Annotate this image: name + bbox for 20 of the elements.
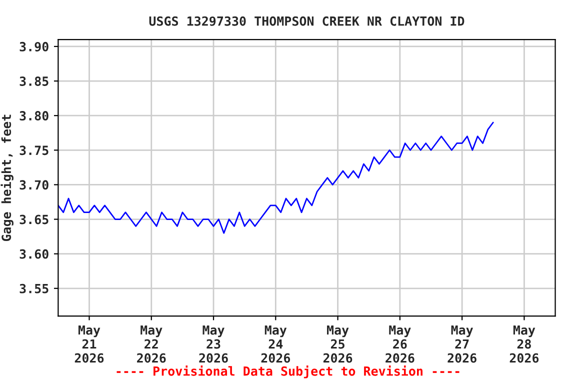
x-tick-label: May 27 2026 — [448, 325, 476, 363]
x-tick-label: May 22 2026 — [137, 325, 166, 363]
x-tick-label: May 23 2026 — [199, 325, 228, 363]
y-tick-label: 3.70 — [20, 180, 48, 190]
y-tick-label: 3.75 — [20, 146, 48, 156]
y-axis-title: Gage height, feet — [0, 114, 14, 242]
x-tick-label: May 26 2026 — [386, 325, 414, 363]
x-tick-label: May 24 2026 — [261, 325, 290, 363]
y-tick-label: 3.55 — [20, 284, 48, 294]
y-tick-label: 3.90 — [20, 42, 48, 52]
x-tick-label: May 28 2026 — [510, 325, 539, 363]
x-tick-label: May 25 2026 — [323, 325, 352, 363]
y-tick-label: 3.80 — [20, 111, 48, 121]
chart-title: USGS 13297330 THOMPSON CREEK NR CLAYTON ID — [149, 16, 464, 26]
text: ---- Provisional Data Subject to Revision ---- — [116, 365, 460, 378]
line-series — [58, 122, 494, 234]
y-tick-label: 3.65 — [20, 214, 48, 224]
y-tick-label: 3.60 — [20, 249, 48, 259]
y-tick-label: 3.85 — [20, 76, 48, 86]
x-tick-label: May 21 2026 — [74, 325, 104, 363]
